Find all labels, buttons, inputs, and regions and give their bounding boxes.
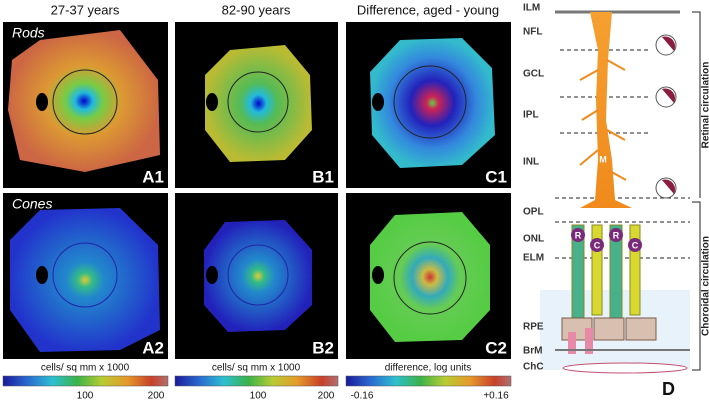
circulation-label: Choroidal circulation	[701, 236, 709, 336]
colorbar-label: cells/ sq mm x 1000	[41, 363, 130, 374]
circulation-label: Retinal circulation	[701, 62, 709, 149]
panel	[346, 22, 511, 188]
panel-label: C2	[485, 338, 507, 357]
layer-label: RPE	[523, 322, 544, 333]
layer-label: ONL	[523, 234, 544, 245]
panel	[3, 22, 168, 188]
layer-label: ILM	[523, 3, 540, 14]
colorbar-tick: 100	[250, 391, 267, 401]
layer-label: OPL	[523, 207, 544, 218]
layer-label: IPL	[523, 110, 539, 121]
colorbar-tick: 100	[77, 391, 94, 401]
layer-label: ELM	[523, 253, 544, 264]
column-header: Difference, aged - young	[357, 2, 499, 17]
colorbar	[2, 375, 169, 387]
cell-label: C	[594, 240, 601, 250]
panel	[346, 193, 511, 359]
panel	[175, 193, 338, 359]
colorbar-label: cells/ sq mm x 1000	[212, 363, 301, 374]
panel-label: B1	[312, 167, 334, 186]
colorbars: cells/ sq mm x 1000 100 200 cells/ sq mm…	[2, 363, 512, 402]
layer-label: INL	[523, 157, 539, 168]
layer-label: GCL	[523, 69, 544, 80]
column-header: 82-90 years	[222, 2, 291, 17]
panel	[175, 22, 338, 188]
retina-diagram	[540, 10, 701, 374]
colorbar-label: difference, log units	[385, 363, 472, 374]
layer-label: BrM	[523, 346, 542, 357]
cell-label: R	[613, 230, 620, 240]
row-label: Rods	[12, 25, 45, 41]
panel-label: A1	[142, 167, 164, 186]
cell-label: C	[632, 240, 639, 250]
panel-label: A2	[142, 338, 164, 357]
colorbar	[345, 375, 512, 387]
layer-label: NFL	[523, 27, 542, 38]
panel-label: B2	[312, 338, 334, 357]
colorbar	[174, 375, 339, 387]
panel-label: D	[662, 379, 675, 399]
layer-label: ChC	[523, 362, 544, 373]
row-label: Cones	[12, 196, 52, 212]
colorbar-tick: 200	[148, 391, 165, 401]
colorbar-tick: +0.16	[483, 391, 509, 401]
heatmap-panels	[3, 22, 511, 359]
colorbar-tick: 200	[318, 391, 335, 401]
column-header: 27-37 years	[51, 2, 120, 17]
panel-label: C1	[485, 167, 507, 186]
colorbar-tick: -0.16	[351, 391, 374, 401]
cell-label: R	[575, 230, 582, 240]
cell-label: M	[599, 154, 607, 164]
panel	[3, 193, 168, 359]
